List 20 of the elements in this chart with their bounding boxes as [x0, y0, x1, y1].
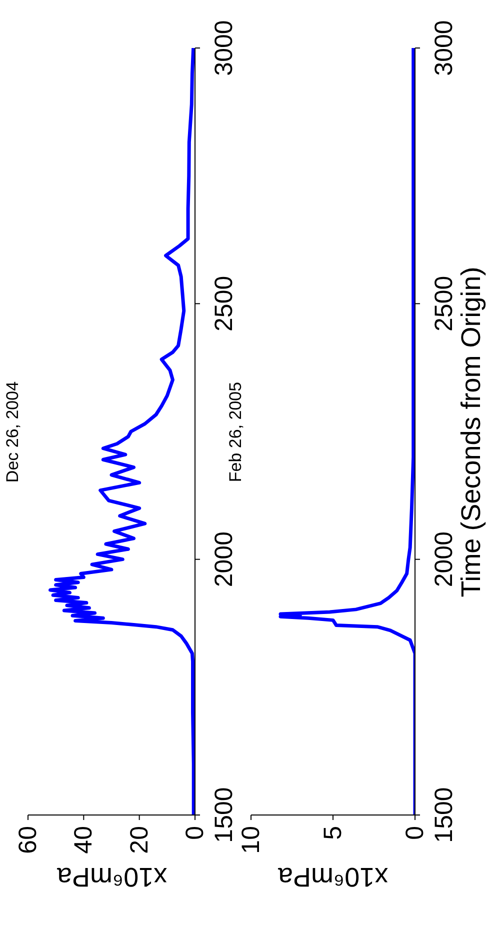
y-tick-label: 2000 [430, 532, 458, 588]
x-tick-label: 20 [125, 826, 154, 854]
y-tick-label: 2000 [210, 532, 238, 588]
x-axis-title: x10⁶mPa [278, 862, 388, 892]
text: Feb 26, 2005 [226, 381, 244, 482]
y-tick-label: 3000 [430, 20, 458, 76]
x-tick-label: 40 [70, 826, 98, 854]
x-tick-label: 60 [14, 826, 42, 854]
x-tick-label: 10 [237, 826, 265, 854]
y-tick-label: 2500 [210, 276, 238, 332]
x-tick-label: 0 [181, 826, 209, 840]
y-tick-label: 2500 [430, 276, 458, 332]
y-tick-label: 3000 [210, 20, 238, 76]
y-tick-label: 1500 [210, 787, 238, 843]
x-axis-title: x10⁶mPa [56, 862, 167, 892]
y-tick-label: 1500 [430, 787, 458, 843]
y-axis-title: Time (Seconds from Origin) [456, 266, 486, 597]
x-tick-label: 0 [401, 826, 429, 840]
x-tick-label: 5 [319, 826, 347, 840]
text: Dec 26, 2004 [2, 380, 22, 482]
